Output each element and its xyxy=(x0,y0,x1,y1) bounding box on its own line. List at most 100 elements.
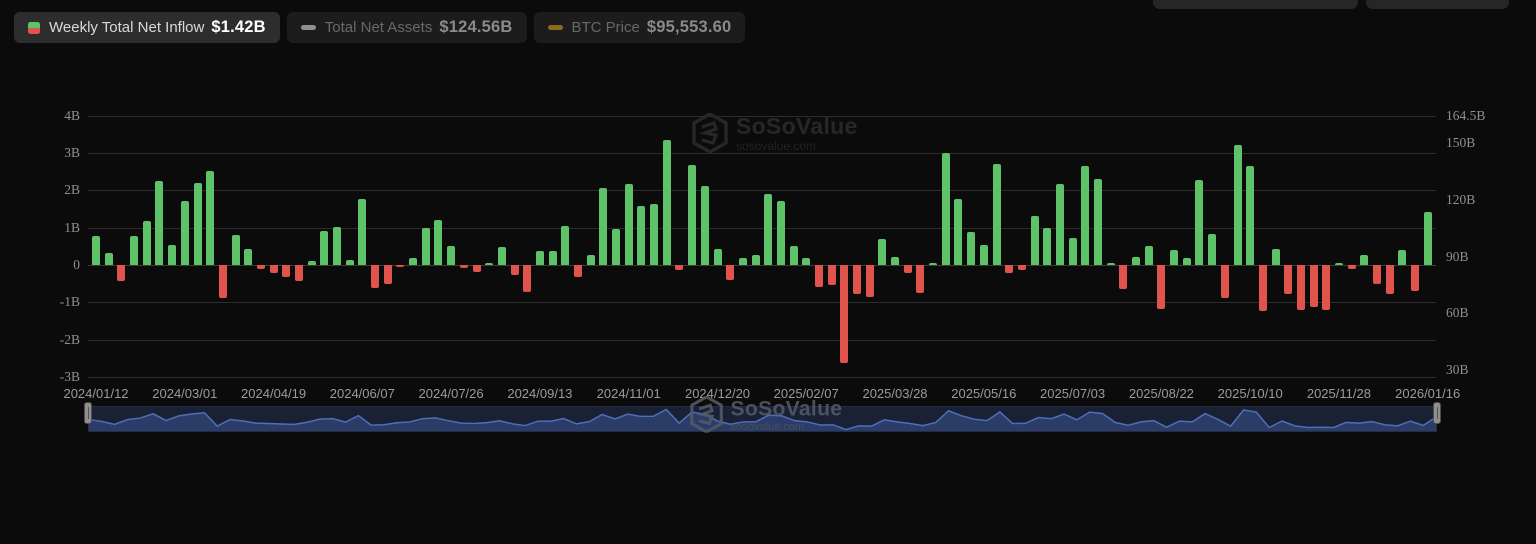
bar[interactable] xyxy=(269,265,278,273)
bar[interactable] xyxy=(967,232,976,265)
bar[interactable] xyxy=(1094,178,1102,265)
bar[interactable] xyxy=(1030,216,1039,265)
bar[interactable] xyxy=(1132,256,1140,265)
bar[interactable] xyxy=(130,235,138,265)
bar[interactable] xyxy=(485,263,494,265)
bar[interactable] xyxy=(776,201,785,265)
bar[interactable] xyxy=(409,257,418,265)
bar[interactable] xyxy=(1334,262,1343,265)
bar[interactable] xyxy=(320,231,329,265)
bar[interactable] xyxy=(256,265,265,270)
toolbar-button-partial-left[interactable] xyxy=(1153,0,1358,9)
toolbar-button-partial-right[interactable] xyxy=(1366,0,1509,9)
bar[interactable] xyxy=(1385,265,1394,295)
bar[interactable] xyxy=(1055,184,1064,265)
bar[interactable] xyxy=(218,265,227,299)
bar[interactable] xyxy=(548,251,557,265)
bar[interactable] xyxy=(916,265,925,293)
bar[interactable] xyxy=(1296,265,1305,310)
bar[interactable] xyxy=(168,244,177,265)
bar[interactable] xyxy=(1157,265,1166,309)
bar[interactable] xyxy=(1119,265,1128,289)
bar[interactable] xyxy=(510,265,519,276)
bar[interactable] xyxy=(1220,265,1229,299)
bar[interactable] xyxy=(1233,145,1242,265)
bar[interactable] xyxy=(1309,265,1318,308)
bar[interactable] xyxy=(1360,254,1369,265)
navigator-left-handle[interactable] xyxy=(84,402,92,424)
bar[interactable] xyxy=(459,265,468,269)
bar[interactable] xyxy=(421,227,430,265)
bar[interactable] xyxy=(244,249,253,265)
bar[interactable] xyxy=(142,221,151,265)
bar[interactable] xyxy=(1005,265,1014,273)
bar[interactable] xyxy=(371,265,379,289)
bar[interactable] xyxy=(434,220,443,265)
bar[interactable] xyxy=(650,204,659,265)
bar[interactable] xyxy=(1106,263,1115,265)
legend-item-total-net-assets[interactable]: Total Net Assets $124.56B xyxy=(286,12,527,43)
bar[interactable] xyxy=(802,257,811,265)
bar[interactable] xyxy=(903,265,912,274)
bar[interactable] xyxy=(358,198,367,265)
bar[interactable] xyxy=(1208,233,1217,265)
bar[interactable] xyxy=(789,245,798,265)
bar[interactable] xyxy=(624,184,633,265)
bar[interactable] xyxy=(840,265,849,363)
bar[interactable] xyxy=(345,259,354,265)
bar[interactable] xyxy=(637,206,646,265)
bar[interactable] xyxy=(853,265,861,295)
bar[interactable] xyxy=(1081,165,1090,265)
bar[interactable] xyxy=(535,251,544,265)
bar[interactable] xyxy=(472,265,481,273)
bar[interactable] xyxy=(561,226,570,265)
bar[interactable] xyxy=(1144,245,1153,265)
bar[interactable] xyxy=(1398,250,1407,265)
bar[interactable] xyxy=(1258,265,1267,311)
bar[interactable] xyxy=(992,164,1001,265)
bar[interactable] xyxy=(599,188,608,265)
bar[interactable] xyxy=(1182,257,1191,265)
bar[interactable] xyxy=(713,249,722,265)
bar[interactable] xyxy=(979,244,988,265)
legend-item-weekly-net-inflow[interactable]: Weekly Total Net Inflow $1.42B xyxy=(14,12,280,43)
bar[interactable] xyxy=(447,246,456,265)
bar[interactable] xyxy=(726,265,735,280)
bar[interactable] xyxy=(1373,265,1381,284)
bar[interactable] xyxy=(954,199,963,265)
bar[interactable] xyxy=(104,253,113,265)
legend-item-btc-price[interactable]: BTC Price $95,553.60 xyxy=(533,12,746,43)
bar[interactable] xyxy=(282,265,291,278)
bar[interactable] xyxy=(574,265,582,277)
bar[interactable] xyxy=(1246,165,1255,265)
bar[interactable] xyxy=(294,265,303,281)
bar[interactable] xyxy=(878,238,887,265)
bar[interactable] xyxy=(941,152,950,265)
bar[interactable] xyxy=(117,265,126,281)
bar[interactable] xyxy=(231,234,240,265)
bar[interactable] xyxy=(662,140,671,265)
bar[interactable] xyxy=(1043,227,1052,265)
bar[interactable] xyxy=(612,229,620,265)
bar[interactable] xyxy=(193,183,202,265)
bar[interactable] xyxy=(1068,237,1077,265)
bar[interactable] xyxy=(206,171,215,265)
bar[interactable] xyxy=(1195,180,1204,265)
bar[interactable] xyxy=(1347,265,1356,270)
bar[interactable] xyxy=(700,186,709,265)
bar[interactable] xyxy=(497,247,506,265)
bar[interactable] xyxy=(1170,250,1179,265)
bar[interactable] xyxy=(688,165,697,265)
range-navigator[interactable] xyxy=(88,406,1437,432)
bar[interactable] xyxy=(586,254,595,265)
bar[interactable] xyxy=(383,265,392,285)
bar[interactable] xyxy=(738,258,747,265)
bar[interactable] xyxy=(333,227,341,265)
bar[interactable] xyxy=(751,255,760,265)
bar[interactable] xyxy=(1322,265,1331,311)
bar[interactable] xyxy=(396,265,405,267)
bar[interactable] xyxy=(180,201,189,265)
bar[interactable] xyxy=(764,193,773,265)
bar[interactable] xyxy=(1411,265,1419,291)
bar[interactable] xyxy=(929,263,938,265)
